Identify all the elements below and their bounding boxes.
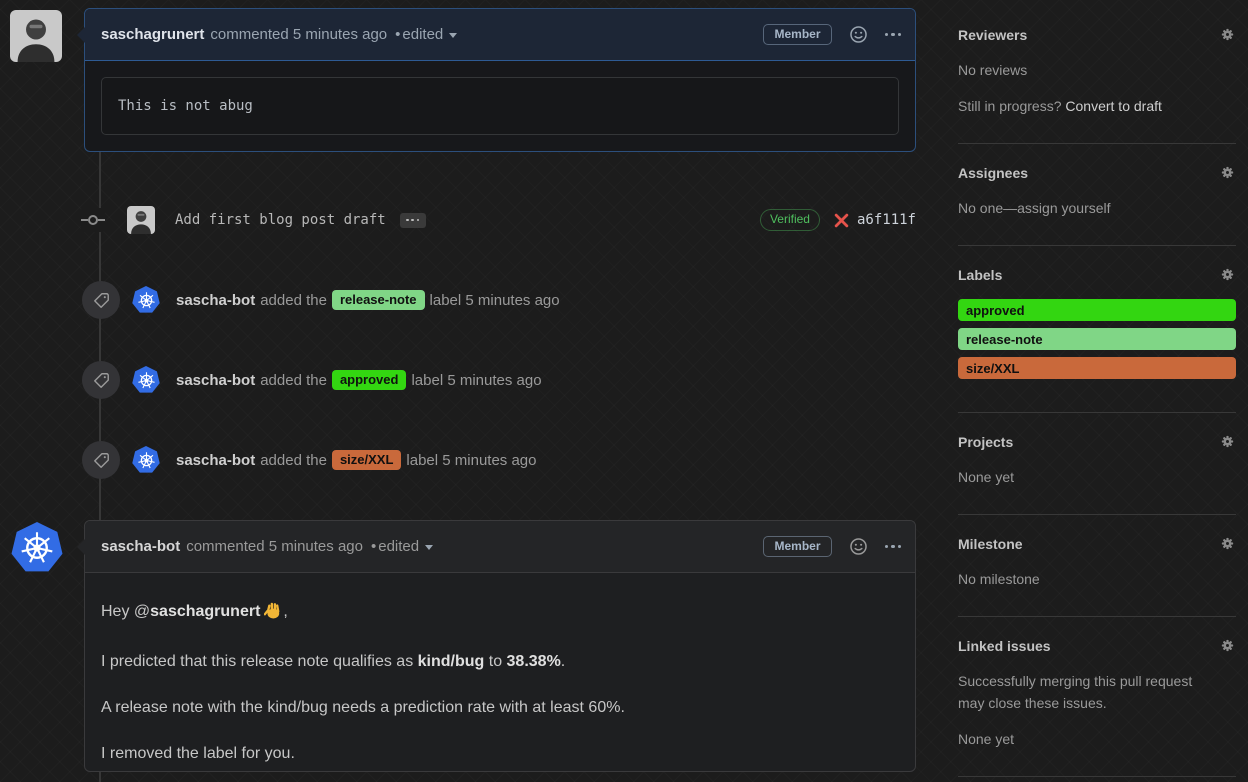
gear-icon[interactable] [1219, 164, 1236, 181]
avatar-sascha-bot[interactable] [132, 286, 160, 313]
projects-empty-text: None yet [958, 469, 1015, 485]
event-author[interactable]: sascha-bot [176, 291, 256, 309]
event-action: added the [260, 291, 327, 309]
gear-icon[interactable] [1219, 535, 1236, 552]
event-author[interactable]: sascha-bot [176, 451, 256, 469]
timeline-event-label-added: sascha-bot added the size/XXL label 5 mi… [82, 441, 916, 479]
reviewers-title: Reviewers [958, 26, 1028, 43]
comment-paragraph: I removed the label for you. [101, 745, 295, 762]
comment-author[interactable]: saschagrunert [101, 26, 205, 43]
edited-dropdown[interactable]: edited [402, 26, 458, 43]
assignees-title: Assignees [958, 164, 1029, 181]
event-suffix: label 5 minutes ago [411, 371, 542, 389]
event-suffix: label 5 minutes ago [406, 451, 537, 469]
tag-icon [82, 281, 120, 319]
chevron-down-icon [425, 545, 434, 550]
sidebar-section-assignees: Assignees No one—assign yourself [958, 144, 1236, 246]
sidebar-label-size-xxl[interactable]: size/XXL [958, 357, 1236, 379]
sidebar-section-projects: Projects None yet [958, 413, 1236, 515]
reviewers-empty-text: No reviews [958, 62, 1028, 78]
sidebar-label-release-note[interactable]: release-note [958, 328, 1236, 350]
comment-saschagrunert: saschagrunert commented 5 minutes ago • … [10, 8, 916, 152]
edited-label: edited [402, 26, 444, 43]
label-release-note[interactable]: release-note [331, 289, 425, 311]
tag-icon [82, 361, 120, 399]
linked-issues-description: Successfully merging this pull request m… [958, 673, 1193, 711]
comment-paragraph: Hey @saschagrunert, [101, 601, 899, 626]
chevron-down-icon [449, 33, 458, 38]
add-reaction-button[interactable] [848, 536, 869, 557]
sidebar: Reviewers No reviews Still in progress? … [958, 0, 1236, 782]
label-size-xxl[interactable]: size/XXL [331, 449, 402, 471]
commit-row: Add first blog post draft Verified a6f11… [81, 198, 916, 242]
verified-badge[interactable]: Verified [759, 209, 820, 231]
gear-icon[interactable] [1219, 26, 1236, 43]
sidebar-section-notifications: Notifications Customize [958, 777, 1236, 782]
mention-or-emphasis[interactable]: saschagrunert [150, 603, 261, 620]
milestone-title: Milestone [958, 535, 1023, 552]
comment-sascha-bot: sascha-bot commented 5 minutes ago • edi… [11, 520, 916, 772]
linked-issues-empty-text: None yet [958, 731, 1015, 747]
timeline-event-label-added: sascha-bot added the approved label 5 mi… [82, 361, 916, 399]
comment-body: This is not abug [85, 77, 915, 135]
sidebar-section-linked-issues: Linked issues Successfully merging this … [958, 617, 1236, 777]
event-author[interactable]: sascha-bot [176, 371, 256, 389]
milestone-empty-text: No milestone [958, 571, 1040, 587]
edited-dropdown[interactable]: edited [378, 538, 434, 555]
comment-paragraph: I predicted that this release note quali… [101, 653, 566, 670]
convert-to-draft-link[interactable]: Convert to draft [1065, 98, 1162, 114]
comment-caret [77, 539, 85, 555]
commit-message[interactable]: Add first blog post draft [175, 212, 386, 228]
commit-hash[interactable]: a6f111f [856, 212, 916, 228]
comment-options-button[interactable] [884, 32, 901, 37]
commit-expand-button[interactable] [399, 212, 426, 228]
comment-paragraphs: Hey @saschagrunert, I predicted that this… [85, 573, 915, 771]
member-badge: Member [763, 23, 832, 46]
projects-title: Projects [958, 433, 1014, 450]
comment-header: saschagrunert commented 5 minutes ago • … [77, 9, 915, 61]
meta-separator: • [395, 26, 401, 43]
gear-icon[interactable] [1219, 266, 1236, 283]
comment-paragraph: A release note with the kind/bug needs a… [101, 699, 625, 716]
git-commit-icon [81, 208, 105, 232]
linked-issues-title: Linked issues [958, 637, 1051, 654]
comment-timestamp[interactable]: commented 5 minutes ago [186, 538, 363, 555]
avatar-saschagrunert[interactable] [10, 10, 62, 62]
gear-icon[interactable] [1219, 433, 1236, 450]
edited-label: edited [378, 538, 420, 555]
sidebar-section-reviewers: Reviewers No reviews Still in progress? … [958, 26, 1236, 144]
add-reaction-button[interactable] [848, 24, 869, 45]
sidebar-section-milestone: Milestone No milestone [958, 515, 1236, 617]
avatar-sascha-bot[interactable] [132, 366, 160, 393]
sidebar-label-approved[interactable]: approved [958, 299, 1236, 321]
gear-icon[interactable] [1219, 637, 1236, 654]
mention-or-emphasis[interactable]: kind/bug [417, 653, 485, 670]
comment-header: sascha-bot commented 5 minutes ago • edi… [77, 521, 915, 573]
comment-timestamp[interactable]: commented 5 minutes ago [210, 26, 388, 43]
event-suffix: label 5 minutes ago [429, 291, 560, 309]
event-action: added the [260, 371, 327, 389]
comment-caret [77, 27, 85, 43]
timeline-event-label-added: sascha-bot added the release-note label … [82, 281, 916, 319]
event-action: added the [260, 451, 327, 469]
member-badge: Member [763, 535, 832, 558]
avatar-committer[interactable] [127, 206, 155, 234]
sidebar-section-labels: Labels approved release-note size/XXL [958, 246, 1236, 413]
assignees-empty-text[interactable]: No one—assign yourself [958, 200, 1111, 216]
timeline-line [99, 60, 101, 782]
code-block: This is not abug [101, 77, 899, 135]
tag-icon [82, 441, 120, 479]
comment-options-button[interactable] [884, 544, 901, 549]
avatar-sascha-bot-large[interactable] [11, 522, 63, 572]
avatar-sascha-bot[interactable] [132, 446, 160, 473]
draft-hint-text: Still in progress? [958, 98, 1062, 114]
wave-icon [264, 601, 283, 626]
meta-separator: • [370, 538, 377, 555]
mention-or-emphasis[interactable]: 38.38% [506, 653, 561, 670]
status-failed-icon[interactable] [834, 213, 849, 228]
comment-author[interactable]: sascha-bot [101, 538, 181, 555]
label-approved[interactable]: approved [331, 369, 407, 391]
labels-title: Labels [958, 266, 1003, 283]
